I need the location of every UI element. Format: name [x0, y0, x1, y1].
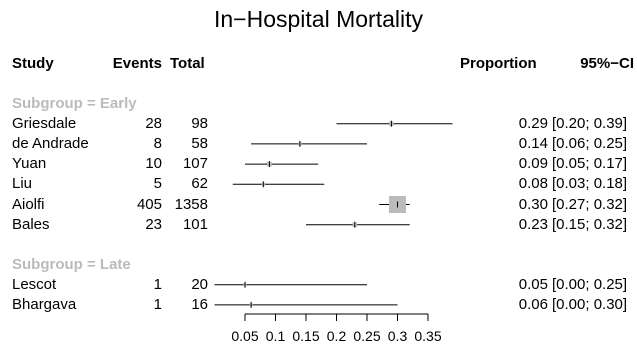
header-study: Study	[12, 55, 54, 72]
study-ci: [0.20; 0.39]	[552, 114, 628, 132]
header-events: Events	[112, 55, 162, 72]
chart-title: In−Hospital Mortality	[214, 6, 423, 32]
study-name: Bales	[12, 215, 50, 233]
study-proportion: 0.08	[518, 175, 548, 193]
study-ci: [0.06; 0.25]	[552, 134, 628, 152]
study-proportion: 0.23	[518, 215, 548, 233]
study-total: 20	[191, 275, 208, 293]
study-events: 5	[153, 175, 162, 193]
study-proportion: 0.14	[518, 134, 548, 152]
study-proportion: 0.29	[518, 114, 548, 132]
x-tick-label: 0.35	[414, 328, 441, 344]
x-tick-label: 0.2	[327, 328, 347, 344]
study-proportion: 0.05	[518, 275, 548, 293]
subgroup-label: Subgroup = Early	[12, 94, 137, 112]
study-events: 405	[136, 195, 162, 213]
study-name: Griesdale	[12, 114, 77, 132]
study-total: 1358	[174, 195, 208, 213]
x-tick-label: 0.05	[231, 328, 258, 344]
header-proportion: Proportion	[460, 55, 537, 72]
study-events: 23	[145, 215, 162, 233]
study-ci: [0.00; 0.30]	[552, 295, 628, 313]
study-total: 98	[191, 114, 208, 132]
study-total: 58	[191, 134, 208, 152]
study-events: 28	[145, 114, 162, 132]
study-events: 1	[153, 275, 162, 293]
study-name: Bhargava	[12, 295, 77, 313]
study-proportion: 0.09	[518, 155, 548, 173]
x-tick-label: 0.15	[292, 328, 319, 344]
study-ci: [0.15; 0.32]	[552, 215, 628, 233]
study-name: Lescot	[12, 275, 57, 293]
study-ci: [0.00; 0.25]	[552, 275, 628, 293]
study-events: 8	[153, 134, 162, 152]
study-ci: [0.03; 0.18]	[552, 175, 628, 193]
header-total: Total	[170, 55, 205, 72]
study-proportion: 0.06	[518, 295, 548, 313]
study-name: de Andrade	[12, 134, 89, 152]
study-ci: [0.27; 0.32]	[552, 195, 628, 213]
study-events: 10	[145, 155, 162, 173]
header-ci: 95%−CI	[580, 55, 634, 72]
study-name: Yuan	[12, 155, 47, 173]
study-total: 16	[191, 295, 208, 313]
study-proportion: 0.30	[518, 195, 548, 213]
study-total: 62	[191, 175, 208, 193]
study-name: Liu	[12, 175, 33, 193]
subgroup-label: Subgroup = Late	[12, 255, 131, 273]
study-total: 107	[182, 155, 208, 173]
x-tick-label: 0.3	[388, 328, 408, 344]
study-ci: [0.05; 0.17]	[552, 155, 628, 173]
study-name: Aiolfi	[12, 195, 45, 213]
x-tick-label: 0.25	[353, 328, 380, 344]
x-tick-label: 0.1	[266, 328, 286, 344]
study-total: 101	[182, 215, 208, 233]
study-events: 1	[153, 295, 162, 313]
